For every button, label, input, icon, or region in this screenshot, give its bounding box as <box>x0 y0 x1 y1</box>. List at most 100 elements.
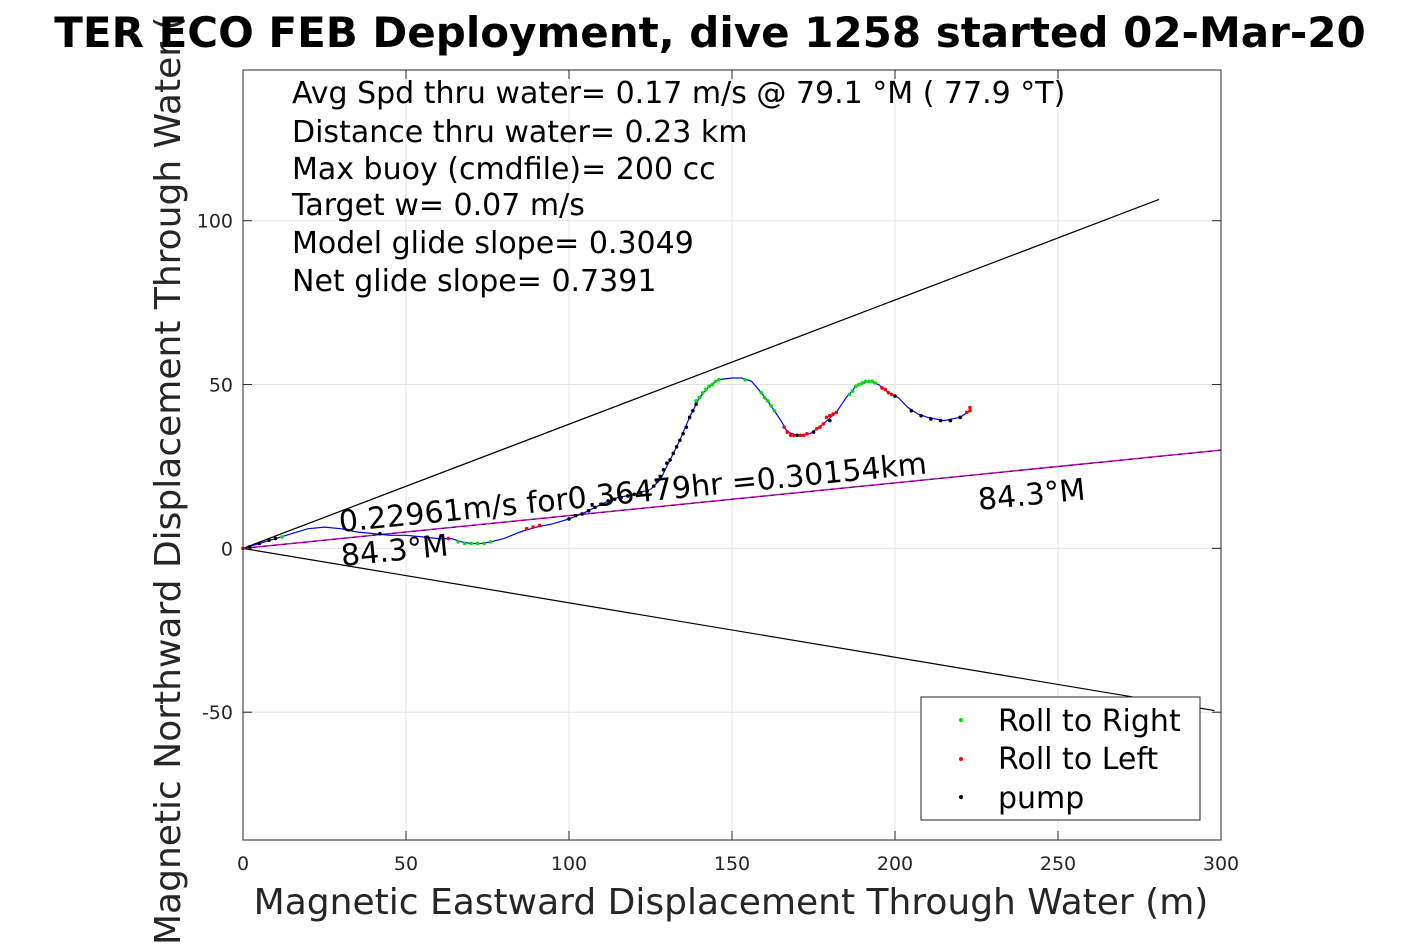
roll-left-point <box>785 430 790 434</box>
roll-left-point <box>821 422 826 426</box>
pump-point <box>958 415 962 420</box>
roll-right-point <box>873 381 878 385</box>
info-net-glide-slope: Net glide slope= 0.7391 <box>292 264 656 299</box>
roll-left-point <box>968 408 972 413</box>
roll-left-point <box>828 413 832 418</box>
pump-point <box>580 512 584 516</box>
pump-point <box>567 517 571 521</box>
roll-left-point <box>782 425 786 429</box>
roll-left-point <box>801 433 806 438</box>
roll-left-point <box>805 431 809 436</box>
roll-right-point <box>700 390 705 395</box>
info-block: Avg Spd thru water= 0.17 m/s @ 79.1 °M (… <box>291 76 1065 299</box>
roll-left-point <box>968 405 972 410</box>
roll-left-point <box>798 433 803 438</box>
pump-point <box>378 531 382 536</box>
roll-right-point <box>475 541 480 546</box>
pump-point <box>948 418 953 423</box>
legend-marker-pump <box>959 795 963 799</box>
info-model-glide-slope: Model glide slope= 0.3049 <box>292 226 694 261</box>
heading-line-dash <box>242 449 1222 549</box>
legend-label-roll-right: Roll to Right <box>998 704 1181 739</box>
roll-right-point <box>697 395 702 400</box>
roll-right-point <box>863 379 868 384</box>
pump-point <box>691 408 695 413</box>
roll-left-point <box>446 536 451 541</box>
roll-left-point <box>524 526 529 531</box>
roll-right-point <box>766 399 770 403</box>
roll-right-point <box>850 389 855 393</box>
pump-point <box>267 538 271 542</box>
roll-right-point <box>743 377 747 382</box>
roll-right-point <box>462 541 467 546</box>
roll-right-point <box>759 390 764 395</box>
roll-right-point <box>762 395 767 400</box>
roll-left-point <box>889 392 894 397</box>
roll-right-point <box>704 387 708 392</box>
roll-right-point <box>456 540 460 544</box>
roll-right-point <box>857 382 861 387</box>
pump-point <box>645 489 650 493</box>
roll-right-point <box>707 384 711 388</box>
pump-point <box>668 458 672 462</box>
y-tick-label: 0 <box>221 538 233 560</box>
roll-right-point <box>717 377 721 382</box>
legend-label-pump: pump <box>998 781 1084 816</box>
roll-right-point <box>867 379 871 384</box>
x-tick-label: 50 <box>394 853 418 875</box>
axis-ticks: 0 50 100 150 200 250 300 -50 0 50 100 <box>197 70 1239 875</box>
x-tick-label: 0 <box>237 853 249 875</box>
pump-point <box>586 508 591 513</box>
legend-marker-roll-right <box>959 718 963 722</box>
pump-point <box>929 417 933 421</box>
roll-left-point <box>886 390 891 395</box>
info-avg-speed: Avg Spd thru water= 0.17 m/s @ 79.1 °M (… <box>292 76 1065 111</box>
roll-right-point <box>482 541 487 546</box>
pump-point <box>681 431 685 436</box>
heading-line-group <box>242 449 1222 550</box>
pump-point <box>674 445 679 449</box>
pump-point <box>599 502 604 506</box>
pump-point <box>273 536 278 541</box>
pump-point <box>612 497 617 502</box>
pump-point <box>909 408 914 413</box>
pump-point <box>247 544 252 549</box>
x-tick-label: 100 <box>551 853 587 875</box>
pump-point <box>658 474 663 479</box>
pump-point <box>687 415 692 420</box>
x-tick-label: 200 <box>877 853 913 875</box>
pump-point <box>638 490 643 495</box>
roll-right-point <box>772 408 777 413</box>
roll-left-point <box>824 415 829 420</box>
pump-point <box>573 513 578 518</box>
roll-left-point <box>834 410 839 415</box>
roll-right-point <box>769 404 773 408</box>
roll-left-point <box>814 426 819 431</box>
roll-left-point <box>537 523 542 528</box>
pump-point <box>694 402 698 407</box>
cone-line <box>242 198 1160 549</box>
pump-point <box>661 467 666 472</box>
roll-right-point <box>710 382 715 387</box>
y-tick-label: 50 <box>209 375 233 397</box>
roll-right-point <box>469 541 474 546</box>
roll-right-point <box>854 384 858 388</box>
roll-right-point <box>870 379 874 384</box>
pump-point <box>257 541 262 546</box>
pump-point <box>919 413 923 418</box>
roll-left-point <box>792 433 796 438</box>
pump-point <box>632 492 636 497</box>
pump-point <box>938 418 943 423</box>
roll-left-point <box>531 525 535 529</box>
y-tick-label: 100 <box>197 211 233 233</box>
info-distance: Distance thru water= 0.23 km <box>292 115 747 150</box>
pump-point <box>684 425 689 429</box>
cone-line <box>242 547 1215 712</box>
roll-right-point <box>713 379 718 384</box>
pump-point <box>651 484 656 488</box>
pump-point <box>671 451 676 456</box>
roll-right-point <box>694 399 698 403</box>
chart-title: TER ECO FEB Deployment, dive 1258 starte… <box>54 8 1365 57</box>
pump-point <box>665 461 669 465</box>
